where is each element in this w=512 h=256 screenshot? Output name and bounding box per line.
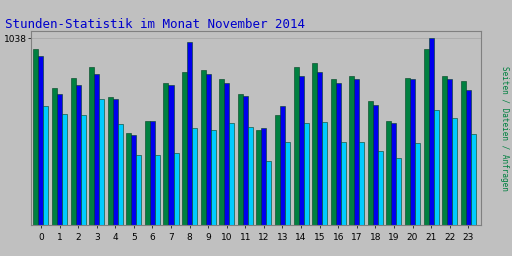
Bar (243, 95, 248, 225)
Bar (442, 76, 447, 225)
Bar (405, 78, 410, 225)
Bar (163, 83, 168, 225)
Bar (33, 49, 38, 225)
Bar (206, 74, 210, 225)
Bar (280, 106, 285, 225)
Bar (94, 74, 99, 225)
Bar (257, 130, 262, 225)
Bar (182, 72, 187, 225)
Bar (187, 41, 192, 225)
Bar (423, 49, 429, 225)
Bar (174, 153, 179, 225)
Bar (224, 83, 229, 225)
Bar (312, 63, 317, 225)
Bar (434, 110, 439, 225)
Bar (229, 123, 234, 225)
Bar (466, 90, 471, 225)
Bar (322, 122, 327, 225)
Bar (80, 115, 86, 225)
Bar (373, 105, 378, 225)
Bar (447, 79, 452, 225)
Bar (71, 78, 76, 225)
Bar (132, 135, 136, 225)
Bar (76, 85, 80, 225)
Bar (108, 97, 113, 225)
Bar (150, 121, 155, 225)
Bar (415, 143, 420, 225)
Bar (52, 88, 57, 225)
Bar (89, 67, 94, 225)
Bar (354, 79, 359, 225)
Bar (201, 70, 206, 225)
Bar (113, 99, 118, 225)
Bar (248, 127, 253, 225)
Bar (285, 142, 290, 225)
Bar (378, 151, 383, 225)
Bar (262, 128, 266, 225)
Bar (410, 79, 415, 225)
Bar (44, 106, 49, 225)
Bar (471, 134, 476, 225)
Bar (99, 99, 104, 225)
Bar (368, 101, 373, 225)
Bar (396, 158, 401, 225)
Bar (452, 118, 457, 225)
Bar (57, 94, 62, 225)
Bar (293, 67, 298, 225)
Bar (317, 72, 322, 225)
Bar (331, 79, 336, 225)
Bar (136, 155, 141, 225)
Bar (192, 128, 197, 225)
Text: Seiten / Dateien / Anfragen: Seiten / Dateien / Anfragen (500, 66, 509, 190)
Bar (304, 123, 309, 225)
Bar (118, 124, 123, 225)
Bar (168, 85, 174, 225)
Bar (238, 94, 243, 225)
Bar (266, 161, 271, 225)
Bar (429, 38, 434, 225)
Bar (210, 130, 216, 225)
Bar (155, 155, 160, 225)
Bar (387, 121, 392, 225)
Bar (359, 142, 365, 225)
Bar (62, 114, 67, 225)
Bar (275, 115, 280, 225)
Bar (461, 81, 466, 225)
Bar (38, 56, 44, 225)
Bar (145, 121, 150, 225)
Bar (336, 83, 340, 225)
Bar (349, 76, 354, 225)
Bar (219, 79, 224, 225)
Bar (340, 142, 346, 225)
Bar (298, 76, 304, 225)
Bar (126, 133, 132, 225)
Bar (392, 123, 396, 225)
Text: Stunden-Statistik im Monat November 2014: Stunden-Statistik im Monat November 2014 (5, 18, 305, 31)
